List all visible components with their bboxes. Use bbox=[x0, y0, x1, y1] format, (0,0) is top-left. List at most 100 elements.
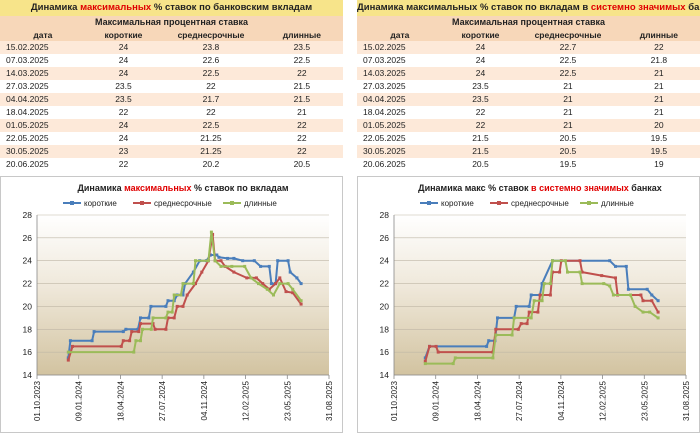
table-subheader: Максимальная процентная ставка bbox=[357, 16, 700, 29]
cell-short: 24 bbox=[85, 54, 162, 67]
data-point bbox=[226, 256, 230, 260]
cell-medium: 23.8 bbox=[161, 41, 261, 54]
data-point bbox=[147, 316, 151, 320]
cell-short: 22 bbox=[442, 106, 519, 119]
data-point bbox=[232, 256, 236, 260]
data-point bbox=[194, 259, 197, 263]
table-title: Динамика максимальных % ставок по банков… bbox=[0, 0, 343, 16]
table-row: 27.03.2025 23.5 21 21 bbox=[357, 80, 700, 93]
cell-date: 22.05.2025 bbox=[0, 132, 86, 145]
data-point bbox=[580, 270, 584, 274]
data-point bbox=[130, 330, 134, 334]
data-point bbox=[272, 293, 275, 297]
data-point bbox=[151, 316, 155, 320]
data-point bbox=[608, 259, 612, 263]
column-header-short: короткие bbox=[442, 29, 519, 41]
x-tick-label: 31.08.2025 bbox=[682, 380, 691, 421]
data-point bbox=[485, 344, 489, 348]
cell-date: 14.03.2025 bbox=[0, 67, 86, 80]
y-tick-label: 24 bbox=[380, 256, 390, 266]
cell-long: 19 bbox=[617, 158, 700, 171]
cell-medium: 20.5 bbox=[518, 132, 618, 145]
data-point bbox=[558, 270, 562, 274]
data-point bbox=[194, 282, 197, 286]
data-point bbox=[149, 304, 153, 308]
y-tick-label: 24 bbox=[23, 256, 33, 266]
cell-medium: 21 bbox=[518, 80, 618, 93]
cell-date: 18.04.2025 bbox=[0, 106, 86, 119]
table-row: 07.03.2025 24 22.6 22.5 bbox=[0, 54, 343, 67]
cell-short: 23.5 bbox=[442, 80, 519, 93]
cell-short: 23.5 bbox=[85, 80, 162, 93]
data-point bbox=[532, 299, 536, 303]
column-header-date: дата bbox=[357, 29, 443, 41]
legend-item: длинные bbox=[223, 199, 277, 208]
data-point bbox=[548, 282, 552, 286]
cell-short: 23.5 bbox=[85, 93, 162, 106]
data-point bbox=[213, 259, 217, 263]
cell-short: 24 bbox=[85, 67, 162, 80]
x-tick-label: 18.04.2024 bbox=[473, 380, 482, 421]
data-point bbox=[453, 356, 457, 360]
x-tick-label: 01.10.2023 bbox=[390, 380, 399, 421]
data-point bbox=[614, 276, 617, 280]
data-point bbox=[267, 264, 271, 268]
cell-long: 23.5 bbox=[260, 41, 343, 54]
table-title: Динамика максимальных % ставок по вклада… bbox=[357, 0, 700, 16]
cell-long: 21 bbox=[617, 80, 700, 93]
cell-long: 19.5 bbox=[617, 145, 700, 158]
y-tick-label: 28 bbox=[23, 210, 33, 220]
data-point bbox=[648, 310, 652, 314]
y-tick-label: 18 bbox=[23, 324, 33, 334]
cell-date: 07.03.2025 bbox=[357, 54, 443, 67]
data-point bbox=[181, 282, 185, 286]
cell-short: 24 bbox=[85, 41, 162, 54]
cell-date: 04.04.2025 bbox=[0, 93, 86, 106]
column-header-long: длинные bbox=[617, 29, 700, 41]
data-point bbox=[519, 322, 523, 326]
chart-title: Динамика максимальных % ставок по вклада… bbox=[77, 183, 288, 193]
data-point bbox=[284, 290, 288, 294]
cell-long: 22.5 bbox=[260, 54, 343, 67]
legend-label: среднесрочные bbox=[154, 199, 212, 208]
cell-long: 22 bbox=[260, 67, 343, 80]
column-header-short: короткие bbox=[85, 29, 162, 41]
data-point bbox=[206, 259, 210, 263]
cell-long: 21 bbox=[260, 106, 343, 119]
data-point bbox=[254, 276, 258, 280]
data-point bbox=[650, 299, 654, 303]
legend-label: длинные bbox=[601, 199, 634, 208]
cell-medium: 21.25 bbox=[161, 132, 261, 145]
cell-long: 21.8 bbox=[617, 54, 700, 67]
y-tick-label: 22 bbox=[23, 279, 33, 289]
data-point bbox=[278, 276, 282, 280]
data-point bbox=[641, 310, 645, 314]
x-tick-label: 09.01.2024 bbox=[75, 380, 84, 421]
cell-long: 22 bbox=[617, 41, 700, 54]
data-point bbox=[295, 276, 299, 280]
cell-date: 27.03.2025 bbox=[357, 80, 443, 93]
data-point bbox=[121, 339, 125, 343]
data-point bbox=[139, 322, 142, 326]
cell-long: 22 bbox=[260, 119, 343, 132]
y-tick-label: 18 bbox=[380, 324, 390, 334]
x-tick-label: 27.07.2024 bbox=[158, 380, 167, 421]
data-point bbox=[600, 274, 604, 278]
cell-date: 01.05.2025 bbox=[0, 119, 86, 132]
data-point bbox=[137, 330, 141, 334]
data-point bbox=[172, 316, 176, 320]
data-point bbox=[170, 310, 174, 314]
cell-medium: 21.25 bbox=[161, 145, 261, 158]
x-tick-label: 04.11.2024 bbox=[557, 380, 566, 420]
data-point bbox=[71, 344, 74, 348]
cell-long: 21.5 bbox=[260, 80, 343, 93]
data-point bbox=[645, 287, 649, 291]
data-point bbox=[551, 259, 554, 263]
data-point bbox=[516, 327, 520, 331]
data-point bbox=[629, 293, 632, 297]
cell-long: 22 bbox=[260, 132, 343, 145]
table-row: 18.04.2025 22 22 21 bbox=[0, 106, 343, 119]
table-header-row: дата короткие среднесрочные длинные bbox=[0, 29, 343, 41]
data-point bbox=[261, 282, 265, 286]
data-point bbox=[209, 230, 213, 234]
